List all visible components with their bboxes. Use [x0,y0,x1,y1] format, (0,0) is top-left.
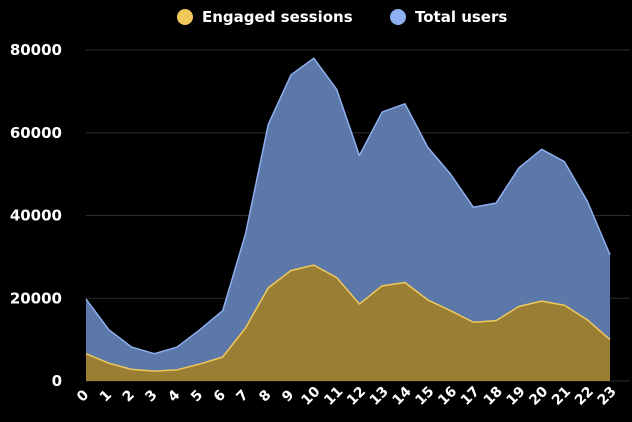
x-tick-label: 6 [211,387,229,405]
legend-item-total-users[interactable]: Total users [390,8,507,26]
x-tick-label: 18 [481,384,506,409]
x-tick-label: 11 [321,384,346,409]
x-tick-label: 13 [367,384,392,409]
x-tick-label: 2 [120,387,138,405]
legend-swatch-engaged-sessions [177,9,193,25]
legend-label-engaged-sessions: Engaged sessions [202,8,353,26]
y-tick-label: 20000 [10,289,62,307]
x-tick-label: 1 [97,387,115,405]
legend: Engaged sessions Total users [177,8,507,26]
x-tick-label: 17 [458,384,483,409]
x-tick-label: 3 [142,387,160,405]
x-tick-label: 23 [595,384,620,409]
area-total-users [86,58,610,382]
x-tick-label: 14 [390,383,415,408]
x-tick-label: 21 [549,384,574,409]
x-tick-label: 7 [234,387,252,405]
line-total-users [85,57,611,355]
legend-label-total-users: Total users [415,8,507,26]
x-tick-label: 20 [526,383,551,408]
x-tick-label: 12 [344,384,369,409]
x-tick-label: 4 [165,387,183,405]
x-tick-label: 19 [503,384,528,409]
y-tick-label: 40000 [10,207,62,225]
y-tick-label: 0 [52,372,62,390]
x-tick-label: 15 [412,384,437,409]
x-tick-label: 0 [74,387,92,405]
x-tick-label: 9 [279,387,297,405]
x-tick-label: 5 [188,387,206,405]
legend-swatch-total-users [390,9,406,25]
x-tick-label: 16 [435,384,460,409]
y-tick-label: 60000 [10,124,62,142]
plot-area [85,57,611,382]
area-engaged-sessions [86,265,610,381]
legend-item-engaged-sessions[interactable]: Engaged sessions [177,8,353,26]
line-engaged-sessions [85,264,611,372]
y-tick-label: 80000 [10,41,62,59]
x-tick-label: 22 [572,384,597,409]
x-tick-label: 8 [256,387,274,405]
x-tick-label: 10 [298,383,323,408]
